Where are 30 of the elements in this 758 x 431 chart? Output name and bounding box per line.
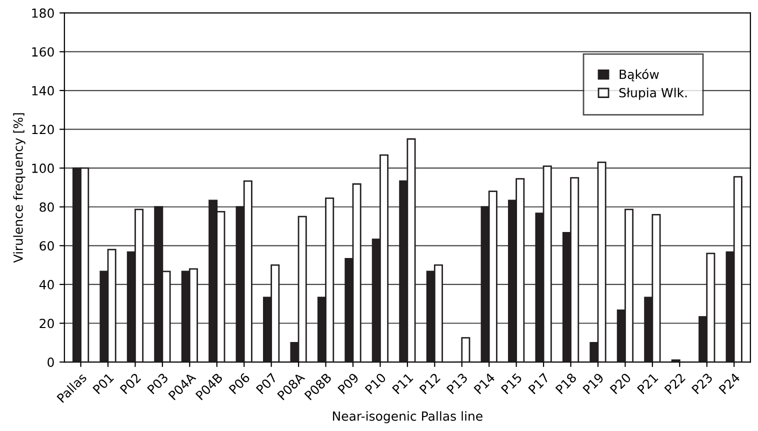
x-tick-label: P12 xyxy=(419,372,440,394)
y-axis-title: Virulence frequency [%] xyxy=(13,113,26,263)
y-tick-label: 60 xyxy=(40,241,54,251)
x-tick-label: P22 xyxy=(664,372,686,394)
y-tick-label: 160 xyxy=(32,47,54,57)
x-tick-label: P24 xyxy=(718,372,740,394)
x-tick-label: P11 xyxy=(392,372,414,394)
x-tick-label: P13 xyxy=(446,372,468,394)
x-tick-label: P20 xyxy=(610,372,632,394)
x-tick-label: P01 xyxy=(92,372,114,394)
y-tick-label: 120 xyxy=(32,124,54,134)
x-tick-label: P03 xyxy=(146,372,169,394)
y-tick-label: 20 xyxy=(40,318,54,328)
x-tick-label: P18 xyxy=(555,372,577,394)
legend-label: Słupia Wlk. xyxy=(619,88,687,100)
x-tick-label: P10 xyxy=(364,372,386,394)
y-tick-label: 40 xyxy=(39,280,54,290)
x-tick-label: P21 xyxy=(636,372,658,394)
x-axis-title: Near-isogenic Pallas line xyxy=(332,411,482,424)
x-tick-label: P23 xyxy=(691,372,713,394)
x-tick-label: P09 xyxy=(337,372,360,394)
y-tick-label: 180 xyxy=(32,8,54,18)
y-tick-label: 140 xyxy=(32,86,54,96)
x-tick-label: P14 xyxy=(474,372,496,394)
x-tick-label: P19 xyxy=(582,372,604,394)
y-tick-label: 100 xyxy=(32,164,54,174)
y-tick-label: 0 xyxy=(48,358,54,367)
x-tick-label: P02 xyxy=(120,372,142,394)
y-tick-label: 80 xyxy=(40,202,54,212)
legend-label: Bąków xyxy=(620,68,659,82)
